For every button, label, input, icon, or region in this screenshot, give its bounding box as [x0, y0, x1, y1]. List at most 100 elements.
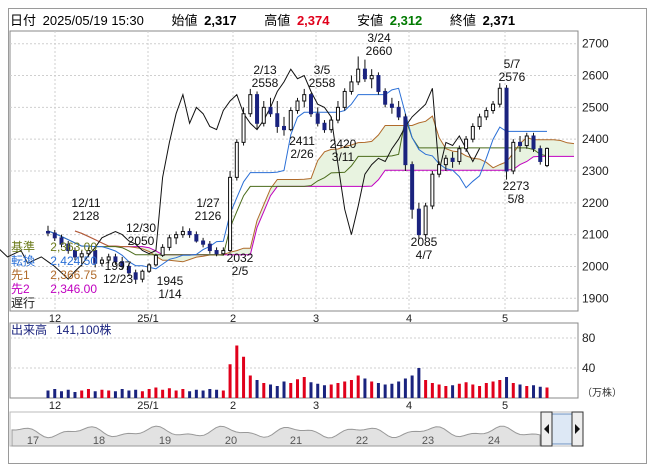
volume-bar: [484, 383, 488, 398]
price-annotation-sub: 1/14: [158, 287, 182, 301]
high-label: 高値: [264, 13, 291, 28]
navigator-panel[interactable]: 171819202122232425: [9, 411, 584, 447]
volume-bar: [451, 385, 455, 398]
volume-bar: [336, 383, 340, 398]
price-tick-label: 2500: [582, 100, 609, 114]
price-annotation-sub: 5/8: [508, 192, 525, 206]
candle-body: [241, 113, 246, 143]
tenkan-line: [47, 87, 547, 270]
price-annotation-sub: 3/11: [332, 150, 355, 164]
legend-value: 2,424.50: [50, 254, 97, 268]
volume-bar: [532, 385, 536, 398]
volume-bar: [464, 382, 468, 398]
volume-bar: [457, 383, 461, 398]
candle-body: [268, 106, 273, 115]
candle-body: [349, 81, 354, 92]
legend-label: 遅行: [11, 296, 35, 310]
candle-body: [356, 68, 361, 83]
candle-body: [430, 173, 435, 207]
legend-label: 転換: [11, 254, 35, 268]
candle-body: [315, 113, 320, 124]
volume-bar: [134, 389, 138, 398]
price-tick-label: 1900: [582, 291, 609, 305]
legend-label: 基準: [11, 239, 35, 254]
candle-body: [113, 256, 118, 263]
price-annotation: 12/11: [71, 196, 100, 210]
open-value: 2,317: [204, 13, 237, 28]
kijun-line: [47, 116, 548, 256]
close-label: 終値: [449, 13, 476, 28]
price-tick-label: 2200: [582, 196, 609, 210]
volume-bar: [221, 390, 225, 398]
candle-body: [396, 106, 401, 118]
month-tick-label: 12: [49, 313, 61, 325]
legend-value: 2,346.00: [50, 282, 97, 296]
navigator-day-label: 17: [27, 435, 39, 447]
volume-bar: [80, 390, 84, 398]
price-annotation: 1/27: [196, 196, 220, 210]
candle-body: [362, 68, 367, 80]
volume-bar: [525, 386, 529, 398]
candle-body: [93, 250, 98, 264]
price-annotation: 5/7: [504, 57, 521, 71]
volume-bar: [343, 381, 347, 398]
volume-bar: [194, 389, 198, 398]
candle-body: [234, 141, 239, 178]
candle-body: [416, 208, 421, 236]
price-annotation: 2273: [503, 179, 530, 193]
candle-body: [79, 253, 84, 258]
volume-bar: [538, 386, 542, 398]
price-annotation: 2032: [227, 251, 254, 265]
candle-body: [464, 138, 469, 150]
price-annotation-sub: 12/23: [103, 272, 133, 286]
price-annotation-sub: 4/7: [416, 248, 433, 262]
legend-label: 先1: [11, 268, 30, 282]
price-tick-label: 2000: [582, 259, 609, 273]
volume-bar: [208, 389, 212, 398]
volume-bar: [215, 389, 219, 398]
volume-bar: [73, 392, 77, 398]
candle-body: [389, 103, 394, 108]
candle-body: [335, 106, 340, 121]
price-annotation: 1945: [157, 274, 184, 288]
volume-bar: [167, 388, 171, 398]
volume-bar: [174, 390, 178, 398]
candle-body: [214, 250, 219, 255]
price-tick-label: 2400: [582, 132, 609, 146]
candle-body: [99, 259, 104, 264]
chevron-right-icon: [575, 424, 580, 434]
candle-body: [194, 234, 199, 242]
volume-bar: [86, 389, 90, 398]
volume-bar: [437, 384, 441, 398]
candle-body: [255, 94, 260, 124]
month-tick-label: 12: [49, 400, 61, 412]
candle-body: [106, 256, 111, 261]
candle-body: [531, 135, 536, 150]
price-annotation-sub: 2660: [366, 44, 393, 58]
candle-body: [403, 116, 408, 166]
volume-bar: [228, 364, 232, 398]
price-annotation: 3/5: [314, 63, 331, 77]
volume-panel: 12 25/1 2 3 4 5 80 40 出来高 141,100株 （万株）: [9, 322, 622, 412]
volume-bar: [120, 389, 124, 398]
volume-bar: [302, 377, 306, 398]
navigator-day-label: 22: [356, 435, 368, 447]
volume-bar: [309, 382, 313, 398]
date-label: 日付: [10, 13, 37, 28]
volume-plot-area: [9, 322, 579, 399]
volume-bar: [147, 389, 151, 398]
candle-body: [174, 234, 179, 239]
candle-body: [342, 90, 347, 108]
navigator-day-label: 18: [93, 435, 105, 447]
volume-bar: [518, 384, 522, 398]
volume-bar: [46, 390, 50, 398]
month-tick-label: 25/1: [137, 400, 158, 412]
candle-body: [545, 147, 549, 167]
volume-bar: [53, 389, 57, 398]
month-tick-label: 3: [313, 313, 319, 325]
candle-body: [147, 264, 152, 272]
volume-bar: [107, 390, 111, 398]
volume-bar: [181, 389, 185, 398]
price-tick-label: 2100: [582, 228, 609, 242]
candle-body: [261, 106, 266, 124]
